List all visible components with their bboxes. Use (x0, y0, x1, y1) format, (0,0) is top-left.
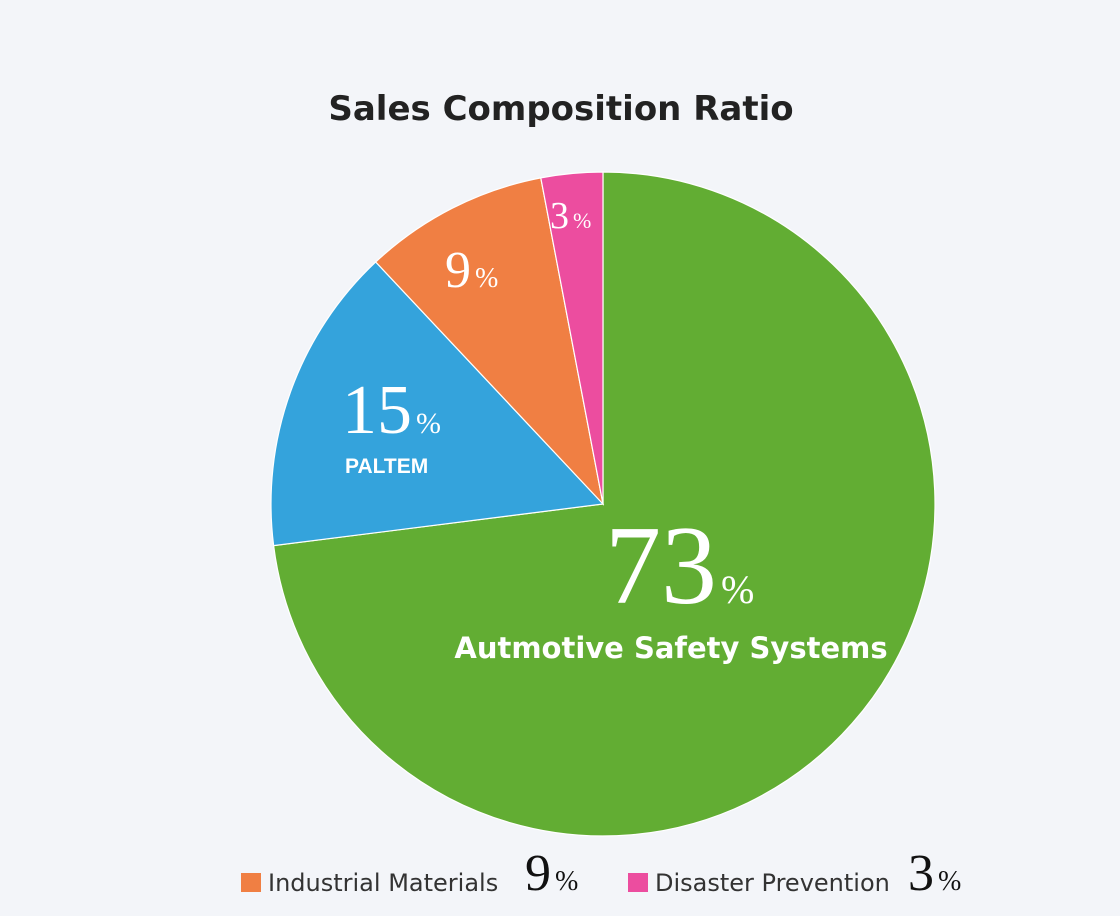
pie-slice (272, 171, 936, 837)
slice-value-label: 15% (342, 372, 441, 449)
pie-slice (270, 261, 605, 547)
chart-title: Sales Composition Ratio (328, 89, 793, 129)
slice-value-label: 3% (550, 195, 591, 237)
legend-label: Disaster Prevention (655, 869, 890, 897)
legend-label: Industrial Materials (268, 869, 498, 897)
legend-swatch (628, 873, 648, 892)
legend-value-label: 9% (525, 845, 578, 902)
slice-value-label: 73% (605, 504, 754, 628)
slice-name-label: PALTEM (345, 455, 428, 478)
legend-swatch (241, 873, 261, 892)
pie-slice (374, 177, 604, 506)
slice-value-label: 9% (445, 242, 498, 299)
legend-value-label: 3% (908, 845, 961, 902)
pie-slice (540, 171, 604, 505)
slice-name-label: Autmotive Safety Systems (454, 631, 887, 665)
